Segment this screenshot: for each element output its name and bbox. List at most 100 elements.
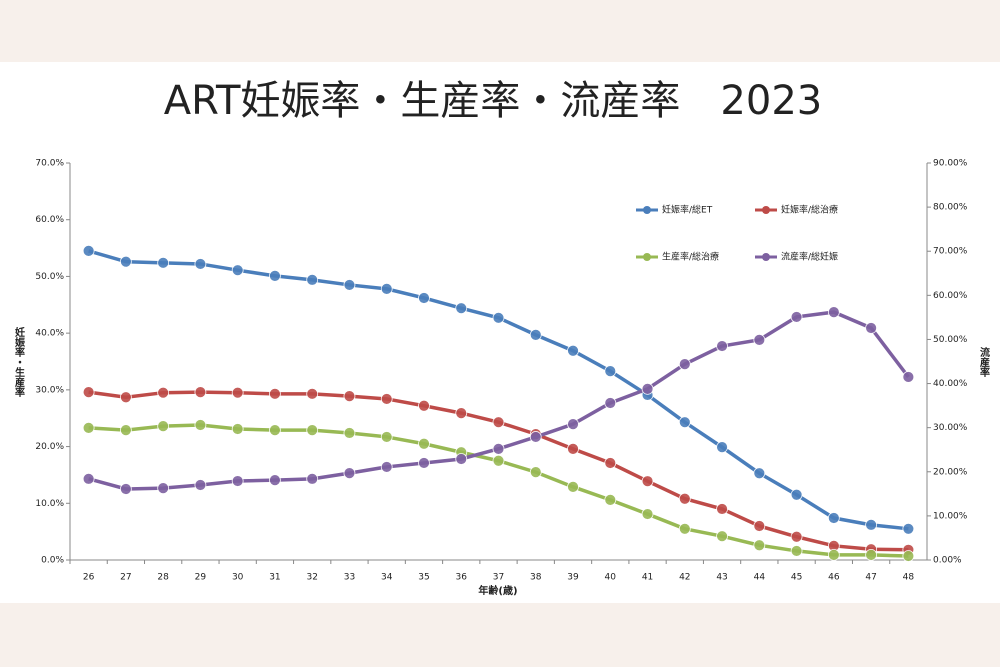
data-point bbox=[902, 522, 915, 535]
data-point bbox=[827, 512, 840, 524]
x-tick-label: 41 bbox=[642, 573, 653, 583]
legend-label: 生産率/総治療 bbox=[662, 251, 719, 263]
data-point bbox=[82, 472, 95, 485]
x-tick-label: 34 bbox=[381, 573, 393, 583]
x-tick-label: 29 bbox=[195, 573, 207, 583]
data-point bbox=[790, 545, 803, 557]
x-tick-label: 43 bbox=[716, 573, 727, 583]
y2-tick-label: 90.00% bbox=[933, 159, 968, 169]
y2-tick-label: 30.00% bbox=[933, 423, 968, 433]
data-point bbox=[678, 416, 691, 429]
data-point bbox=[194, 258, 207, 270]
chart-title: ART妊娠率・生産率・流産率 2023 bbox=[164, 78, 822, 124]
data-point bbox=[269, 269, 281, 282]
data-point bbox=[231, 475, 244, 487]
data-point bbox=[865, 548, 878, 561]
data-point bbox=[567, 442, 579, 455]
data-point bbox=[790, 311, 803, 323]
y2-tick-label: 0.00% bbox=[933, 556, 962, 566]
x-tick-label: 36 bbox=[456, 573, 468, 583]
data-point bbox=[306, 387, 319, 400]
data-point bbox=[716, 530, 728, 543]
data-point bbox=[567, 418, 579, 431]
data-point bbox=[455, 453, 468, 465]
data-point bbox=[269, 424, 281, 437]
data-point bbox=[753, 467, 766, 480]
data-point bbox=[343, 467, 356, 480]
data-point bbox=[194, 479, 207, 491]
data-point bbox=[753, 333, 766, 346]
data-point bbox=[269, 474, 281, 487]
legend-label: 妊娠率/総治療 bbox=[781, 204, 838, 216]
data-point bbox=[790, 488, 803, 501]
data-point bbox=[194, 386, 207, 399]
data-point bbox=[418, 292, 430, 304]
data-point bbox=[716, 503, 728, 515]
data-point bbox=[604, 457, 617, 469]
x-tick-label: 39 bbox=[567, 573, 579, 583]
data-point bbox=[790, 530, 803, 543]
data-point bbox=[529, 328, 542, 341]
data-point bbox=[119, 483, 132, 495]
x-tick-label: 47 bbox=[865, 573, 876, 583]
data-point bbox=[119, 424, 132, 437]
x-tick-label: 48 bbox=[903, 573, 915, 583]
data-point bbox=[418, 457, 430, 469]
data-point bbox=[492, 442, 505, 455]
data-point bbox=[641, 475, 654, 488]
data-point bbox=[455, 302, 468, 315]
data-point bbox=[753, 539, 766, 552]
y2-tick-label: 20.00% bbox=[933, 467, 968, 477]
y-tick-label: 10.0% bbox=[35, 499, 64, 509]
x-tick-label: 42 bbox=[679, 573, 690, 583]
y-tick-label: 0.0% bbox=[41, 556, 64, 566]
data-point bbox=[380, 461, 393, 473]
y2-tick-label: 60.00% bbox=[933, 291, 968, 301]
y2-tick-label: 40.00% bbox=[933, 379, 968, 389]
x-axis-label: 年齢(歳) bbox=[478, 584, 517, 597]
data-point bbox=[902, 371, 915, 383]
data-point bbox=[567, 344, 579, 357]
data-point bbox=[157, 482, 170, 494]
y-tick-label: 20.0% bbox=[35, 442, 64, 452]
data-point bbox=[157, 256, 170, 269]
data-point bbox=[827, 306, 840, 318]
data-point bbox=[567, 480, 579, 493]
x-tick-label: 31 bbox=[269, 573, 280, 583]
data-point bbox=[343, 390, 356, 402]
legend-marker bbox=[643, 253, 651, 261]
y-tick-label: 60.0% bbox=[35, 215, 64, 225]
data-point bbox=[194, 419, 207, 431]
data-point bbox=[269, 387, 281, 400]
data-point bbox=[231, 423, 244, 435]
data-point bbox=[641, 382, 654, 395]
y-tick-label: 70.0% bbox=[35, 159, 64, 169]
data-point bbox=[306, 273, 319, 286]
data-point bbox=[418, 399, 430, 412]
data-point bbox=[865, 518, 878, 531]
legend-marker bbox=[762, 206, 770, 214]
legend-label: 流産率/総妊娠 bbox=[781, 251, 838, 263]
data-point bbox=[529, 431, 542, 443]
data-point bbox=[902, 550, 915, 562]
data-point bbox=[716, 441, 728, 454]
data-point bbox=[231, 264, 244, 277]
data-point bbox=[231, 386, 244, 399]
data-point bbox=[604, 397, 617, 409]
data-point bbox=[529, 466, 542, 478]
x-tick-label: 38 bbox=[530, 573, 542, 583]
x-tick-label: 26 bbox=[83, 573, 95, 583]
y2-tick-label: 10.00% bbox=[933, 511, 968, 521]
y-tick-label: 50.0% bbox=[35, 272, 64, 282]
data-point bbox=[343, 279, 356, 291]
data-point bbox=[678, 492, 691, 505]
legend-marker bbox=[762, 253, 770, 261]
x-tick-label: 40 bbox=[605, 573, 617, 583]
y-tick-label: 30.0% bbox=[35, 385, 64, 395]
y-tick-label: 40.0% bbox=[35, 329, 64, 339]
legend-label: 妊娠率/総ET bbox=[662, 204, 713, 216]
x-tick-label: 30 bbox=[232, 573, 244, 583]
data-point bbox=[306, 472, 319, 485]
data-point bbox=[455, 407, 468, 420]
